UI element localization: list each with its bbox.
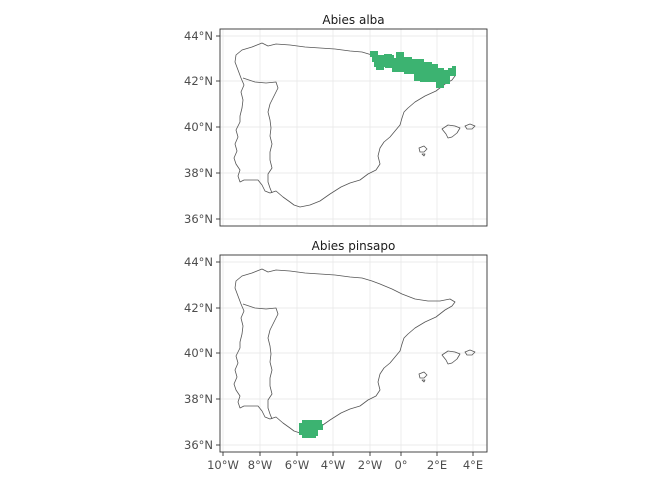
- y-tick-label: 38°N: [184, 166, 213, 180]
- y-tick-label: 36°N: [184, 438, 213, 452]
- strip-abies-alba: [220, 10, 487, 29]
- x-tick-label: 2°E: [427, 458, 447, 472]
- range-cells-abies-alba: [370, 51, 456, 88]
- panel-title-abies-alba: Abies alba: [322, 13, 384, 27]
- panel-title-abies-pinsapo: Abies pinsapo: [312, 239, 396, 253]
- x-tick-label: 10°W: [207, 458, 239, 472]
- y-tick-label: 40°N: [184, 346, 213, 360]
- strip-abies-pinsapo: [220, 236, 487, 255]
- y-tick-label: 44°N: [184, 29, 213, 43]
- x-tick-label: 2°W: [358, 458, 382, 472]
- panel-abies-alba: Abies alba: [184, 10, 488, 227]
- x-tick-label: 8°W: [248, 458, 272, 472]
- y-tick-label: 40°N: [184, 120, 213, 134]
- x-tick-label: 0°: [394, 458, 407, 472]
- y-axis-abies-pinsapo: 44°N 42°N 40°N 38°N 36°N: [184, 255, 220, 452]
- panel-frame-abies-alba: [219, 28, 488, 227]
- y-tick-label: 44°N: [184, 255, 213, 269]
- x-tick-label: 4°W: [321, 458, 345, 472]
- map-iberia-abies-alba: [233, 42, 476, 208]
- y-axis-abies-alba: 44°N 42°N 40°N 38°N 36°N: [184, 29, 220, 226]
- range-cells-abies-pinsapo: [299, 420, 323, 438]
- map-iberia-abies-pinsapo: [233, 268, 476, 434]
- panel-frame-abies-pinsapo: [219, 254, 488, 453]
- gridlines-abies-pinsapo: [220, 255, 487, 452]
- x-tick-label: 6°W: [285, 458, 309, 472]
- y-tick-label: 42°N: [184, 74, 213, 88]
- x-tick-label: 4°E: [463, 458, 483, 472]
- y-tick-label: 38°N: [184, 392, 213, 406]
- gridlines-abies-alba: [220, 29, 487, 226]
- panel-abies-pinsapo: Abies pinsapo: [184, 236, 488, 472]
- x-axis: 10°W 8°W 6°W 4°W 2°W 0° 2°E 4°E: [207, 452, 483, 472]
- y-tick-label: 42°N: [184, 301, 213, 315]
- y-tick-label: 36°N: [184, 212, 213, 226]
